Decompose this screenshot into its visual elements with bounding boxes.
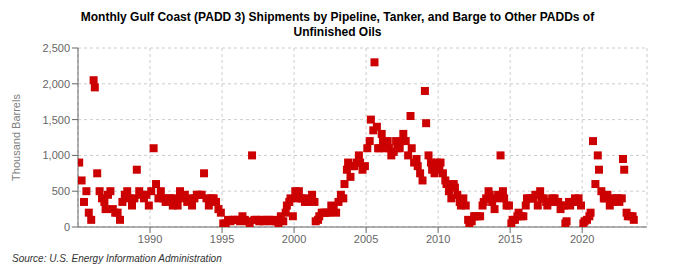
svg-text:2020: 2020 — [570, 233, 594, 245]
html-text:Unfinished Oils: Unfinished Oils — [293, 25, 382, 39]
svg-text:Thousand Barrels: Thousand Barrels — [10, 94, 22, 181]
svg-text:0: 0 — [64, 221, 70, 233]
svg-text:2,500: 2,500 — [42, 42, 70, 54]
svg-text:2,000: 2,000 — [42, 78, 70, 90]
svg-text:1,000: 1,000 — [42, 149, 70, 161]
svg-text:2010: 2010 — [426, 233, 450, 245]
svg-text:500: 500 — [52, 185, 70, 197]
svg-text:2015: 2015 — [498, 233, 522, 245]
svg-text:1990: 1990 — [138, 233, 162, 245]
svg-text:1,500: 1,500 — [42, 114, 70, 126]
svg-text:2005: 2005 — [354, 233, 378, 245]
html-text:Source: U.S. Energy Informatio: Source: U.S. Energy Information Administ… — [12, 253, 222, 264]
svg-text:1995: 1995 — [210, 233, 234, 245]
svg-text:2000: 2000 — [282, 233, 306, 245]
html-text:Monthly Gulf Coast (PADD 3) Sh: Monthly Gulf Coast (PADD 3) Shipments by… — [80, 10, 595, 24]
